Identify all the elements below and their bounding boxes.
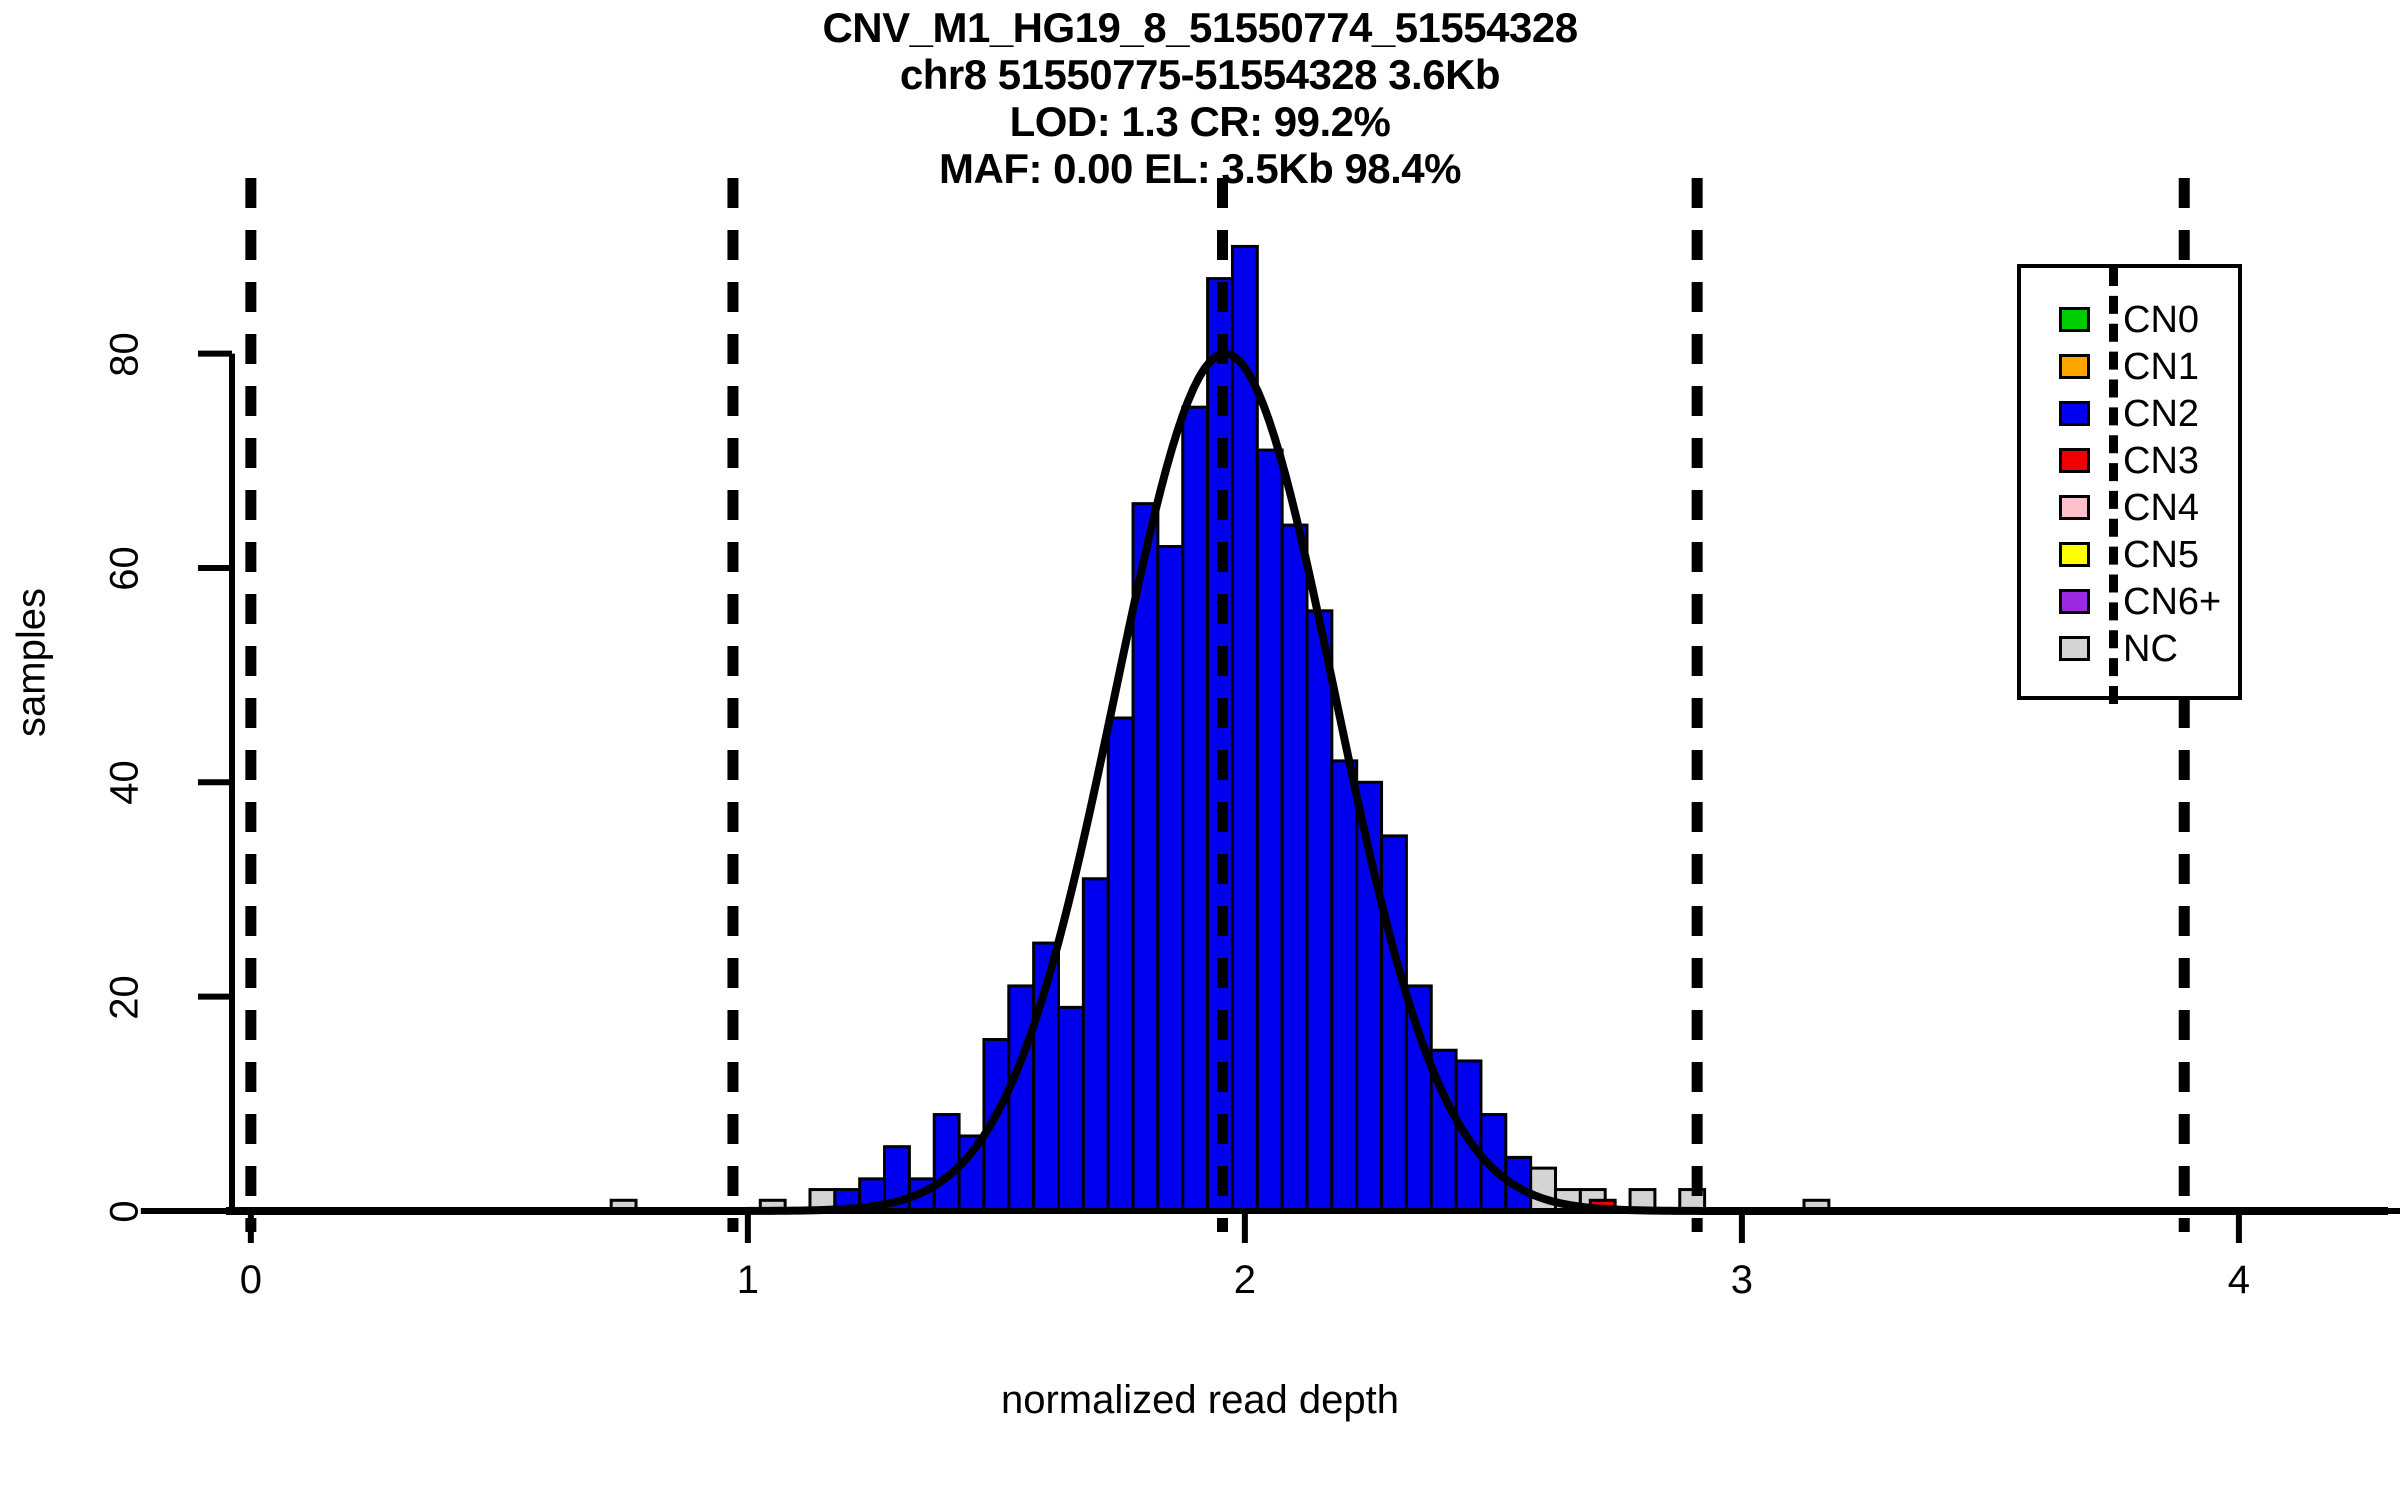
legend-item-cn1[interactable]: CN1	[2059, 343, 2221, 390]
x-tick-label: 3	[1730, 1258, 1753, 1302]
legend-color-swatch	[2059, 401, 2090, 426]
y-tick-label: 40	[102, 760, 147, 806]
axis-lines-and-ticks	[140, 350, 2400, 1243]
histogram-bar	[1007, 984, 1036, 1213]
plot-title: CNV_M1_HG19_8_51550774_51554328 chr8 515…	[0, 4, 2400, 192]
x-tick-label: 0	[239, 1258, 262, 1302]
legend-color-swatch	[2059, 589, 2090, 614]
legend-item-label: CN0	[2123, 298, 2200, 341]
legend-color-swatch	[2059, 307, 2090, 332]
legend-item-cn5[interactable]: CN5	[2059, 531, 2221, 578]
histogram-bar	[1156, 545, 1185, 1213]
legend-item-label: NC	[2123, 627, 2178, 670]
legend-item-cn4[interactable]: CN4	[2059, 484, 2221, 531]
legend-divider-dashed-line	[2109, 268, 2118, 704]
legend-item-cn3[interactable]: CN3	[2059, 437, 2221, 484]
legend-color-swatch	[2059, 542, 2090, 567]
histogram-bar	[1255, 448, 1284, 1213]
y-axis-label: samples	[9, 588, 54, 737]
histogram-bar	[1081, 877, 1110, 1213]
y-tick-label: 60	[102, 546, 147, 591]
title-line-3: LOD: 1.3 CR: 99.2%	[1009, 98, 1391, 145]
legend-item-cn6plus[interactable]: CN6+	[2059, 578, 2221, 625]
legend-color-swatch	[2059, 448, 2090, 473]
title-line-2: chr8 51550775-51554328 3.6Kb	[899, 51, 1501, 98]
copy-number-boundary-lines	[245, 178, 2190, 1232]
histogram-bar	[1181, 405, 1210, 1213]
legend-item-label: CN5	[2123, 533, 2200, 576]
x-axis-label: normalized read depth	[1000, 1378, 1400, 1422]
title-line-4: MAF: 0.00 EL: 3.5Kb 98.4%	[939, 145, 1462, 192]
y-tick-label: 20	[102, 974, 147, 1020]
histogram-bar	[1106, 716, 1135, 1213]
x-tick-label: 1	[736, 1258, 759, 1302]
legend-items: CN0 CN1 CN2 CN3 CN4 CN5 CN6+ NC	[2059, 296, 2221, 672]
histogram-bar	[1404, 984, 1433, 1213]
legend-item-cn0[interactable]: CN0	[2059, 296, 2221, 343]
title-line-1: CNV_M1_HG19_8_51550774_51554328	[822, 4, 1578, 51]
legend-item-label: CN6+	[2123, 580, 2222, 623]
x-tick-label: 4	[2227, 1258, 2251, 1302]
legend-color-swatch	[2059, 636, 2090, 661]
histogram-bar	[1330, 759, 1359, 1213]
legend-color-swatch	[2059, 354, 2090, 379]
y-tick-label: 80	[102, 331, 147, 377]
legend-item-label: CN1	[2123, 345, 2200, 388]
histogram-bar	[1056, 1005, 1085, 1213]
histogram-bar	[1206, 277, 1234, 1213]
legend-item-label: CN2	[2123, 392, 2200, 435]
legend-item-cn2[interactable]: CN2	[2059, 390, 2221, 437]
histogram-bar	[1305, 609, 1334, 1213]
y-tick-label: 0	[102, 1200, 147, 1223]
histogram-bar	[1380, 834, 1408, 1213]
legend-item-label: CN4	[2123, 486, 2200, 529]
x-tick-label: 2	[1233, 1258, 1256, 1302]
histogram-bar	[932, 1113, 961, 1213]
legend-color-swatch	[2059, 495, 2090, 520]
legend-item-nc[interactable]: NC	[2059, 625, 2221, 672]
legend-item-label: CN3	[2123, 439, 2200, 482]
histogram-bar	[1280, 523, 1309, 1213]
histogram-bars	[609, 244, 1831, 1213]
copy-number-legend: CN0 CN1 CN2 CN3 CN4 CN5 CN6+ NC	[2017, 264, 2242, 704]
